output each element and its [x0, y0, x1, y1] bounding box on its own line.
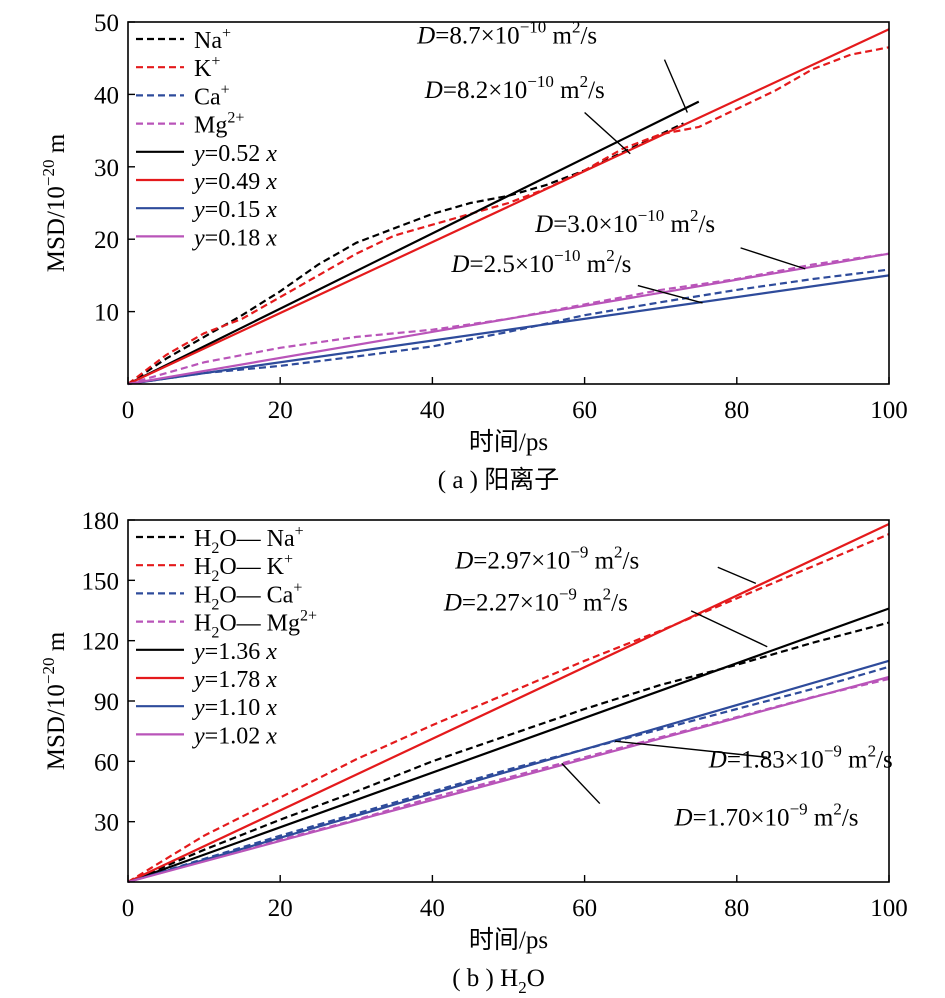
y-axis-label: MSD/10−20 m [39, 631, 70, 770]
legend-entry: Na+ [194, 25, 231, 54]
annotation-label: D=1.83×10−9 m2/s [708, 741, 893, 773]
legend-entry: Mg2+ [194, 110, 244, 139]
y-tick-label: 10 [94, 300, 119, 327]
legend: Na+K+Ca+Mg2+y=0.52 xy=0.49 xy=0.15 xy=0.… [136, 25, 277, 251]
legend-entry: H2O— K+ [194, 551, 293, 585]
series-line [127, 665, 890, 884]
legend-entry: y=0.49 x [192, 169, 277, 195]
y-tick-label: 90 [94, 689, 119, 716]
annotation-leader [663, 59, 688, 113]
series-line [127, 100, 700, 385]
x-axis-label: 时间/ps [469, 428, 548, 456]
x-tick-label: 0 [122, 397, 135, 424]
series-line [127, 607, 890, 884]
series-line [127, 675, 890, 884]
annotation-leader [740, 247, 806, 270]
legend: H2O— Na+H2O— K+H2O— Ca+H2O— Mg2+y=1.36 x… [136, 523, 317, 749]
legend-entry: Ca+ [194, 81, 230, 110]
series-line [127, 523, 890, 883]
x-tick-label: 60 [572, 397, 597, 424]
annotation-label: D=1.70×10−9 m2/s [674, 800, 859, 832]
series-line [127, 28, 890, 385]
x-tick-label: 100 [870, 397, 908, 424]
x-tick-label: 0 [122, 895, 135, 922]
legend-entry: H2O— Na+ [194, 523, 304, 557]
legend-entry: y=1.02 x [192, 723, 277, 749]
annotation-label: D=8.7×10−10 m2/s [416, 18, 597, 50]
x-tick-label: 40 [420, 895, 445, 922]
x-tick-label: 80 [724, 397, 749, 424]
y-tick-label: 180 [82, 508, 120, 535]
x-axis-label: 时间/ps [469, 926, 548, 954]
legend-entry: H2O— Mg2+ [194, 608, 317, 642]
series-line [127, 274, 890, 386]
x-tick-label: 60 [572, 895, 597, 922]
legend-entry: y=1.36 x [192, 639, 277, 665]
legend-entry: H2O— Ca+ [194, 579, 302, 613]
y-tick-label: 40 [94, 82, 119, 109]
y-tick-label: 30 [94, 155, 119, 182]
chart-panel-b: 0 20 40 60 80 100 30 60 90 120 150 180 时间/ps MSD/10−2… [39, 508, 908, 997]
x-tick-label: 40 [420, 397, 445, 424]
y-tick-label: 20 [94, 227, 119, 254]
annotation-label: D=2.27×10−9 m2/s [443, 585, 628, 617]
y-tick-label: 60 [94, 749, 119, 776]
annotation-label: D=8.2×10−10 m2/s [424, 72, 605, 104]
annotation-leader [637, 284, 703, 304]
x-tick-label: 20 [268, 895, 293, 922]
y-axis-label: MSD/10−20 m [39, 133, 70, 272]
panel-caption: ( b ) H2O [452, 965, 545, 997]
plot-frame [127, 21, 890, 385]
legend-entry: y=0.52 x [192, 141, 277, 167]
annotation-label: D=2.5×10−10 m2/s [450, 246, 631, 278]
annotation-leader [614, 740, 768, 759]
annotation-leader [584, 111, 631, 155]
annotation-label: D=3.0×10−10 m2/s [534, 206, 715, 238]
legend-entry: y=1.10 x [192, 695, 277, 721]
panel-caption: ( a ) 阳离子 [438, 466, 560, 494]
x-tick-label: 20 [268, 397, 293, 424]
x-tick-label: 80 [724, 895, 749, 922]
legend-entry: K+ [194, 53, 220, 82]
y-tick-label: 120 [82, 629, 120, 656]
series-line [127, 533, 890, 883]
legend-entry: y=0.18 x [192, 225, 277, 251]
y-tick-label: 30 [94, 810, 119, 837]
series-line [127, 268, 890, 386]
y-tick-label: 150 [82, 568, 120, 595]
legend-entry: y=1.78 x [192, 667, 277, 693]
series-line [127, 46, 890, 385]
annotation-label: D=2.97×10−9 m2/s [454, 542, 639, 574]
legend-entry: y=0.15 x [192, 197, 277, 223]
annotation-leader [561, 762, 601, 805]
series-line [127, 252, 890, 386]
chart-panel-a: 0 20 40 60 80 100 10 20 30 40 50 时间/ps MSD/10−20 m ( … [39, 10, 908, 494]
series-line [127, 621, 890, 884]
y-tick-label: 50 [94, 10, 119, 37]
annotation-leader [690, 610, 768, 648]
series-line [127, 659, 890, 884]
x-tick-label: 100 [870, 895, 908, 922]
annotation-leader [717, 566, 757, 584]
